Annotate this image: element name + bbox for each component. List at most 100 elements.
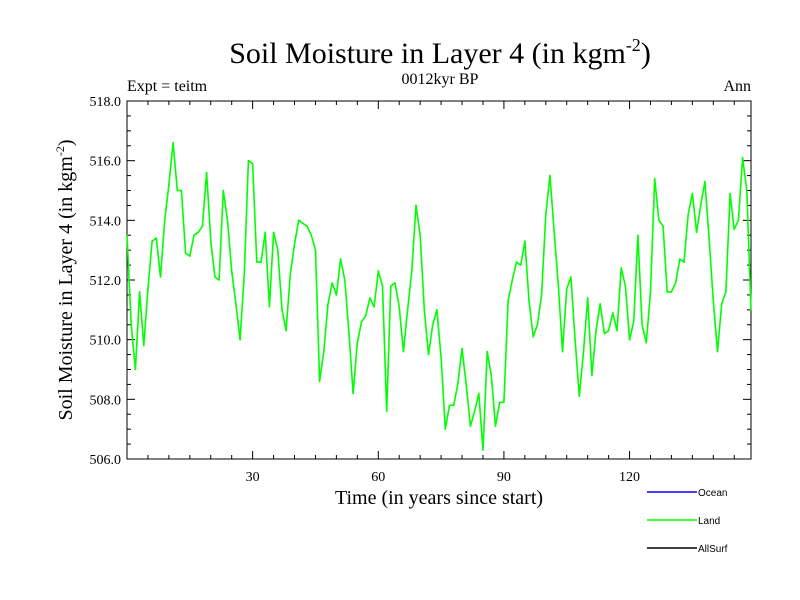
land-data-point <box>327 303 329 305</box>
land-data-point <box>385 410 388 413</box>
land-data-point <box>377 270 380 272</box>
land-data-point <box>591 374 593 377</box>
land-data-point <box>561 350 564 353</box>
land-data-point <box>272 231 275 234</box>
land-data-point <box>557 285 560 287</box>
land-data-point <box>641 324 643 326</box>
land-data-point <box>331 282 334 284</box>
land-data-point <box>578 395 581 398</box>
land-data-point <box>235 303 237 305</box>
land-data-point <box>448 404 451 407</box>
land-data-point <box>725 291 727 293</box>
land-data-point <box>226 219 229 222</box>
subtitle-center: 0012kyr BP <box>402 71 479 88</box>
land-data-point <box>624 285 627 287</box>
legend: Ocean Land AllSurf <box>647 488 728 555</box>
y-tick-label: 510.0 <box>90 334 122 349</box>
land-data-point <box>339 258 342 260</box>
land-data-point <box>381 285 384 287</box>
land-data-point <box>143 344 145 347</box>
land-data-point <box>193 234 195 237</box>
land-series-line <box>126 142 752 451</box>
land-data-point <box>498 401 501 404</box>
land-data-point <box>222 189 225 192</box>
land-data-point <box>159 276 162 278</box>
land-data-point <box>607 329 610 332</box>
land-data-point <box>281 309 283 311</box>
land-data-point <box>549 174 551 177</box>
land-data-point <box>741 156 744 159</box>
land-data-point <box>528 300 530 302</box>
subtitle-left: Expt = teitm <box>127 78 208 95</box>
land-data-point <box>239 338 241 341</box>
land-data-point <box>469 425 472 428</box>
land-data-point <box>620 267 622 269</box>
chart-title: Soil Moisture in Layer 4 (in kgm-2) <box>229 35 651 70</box>
y-tick-label: 516.0 <box>90 155 122 170</box>
land-data-point <box>683 261 685 263</box>
land-data-point <box>406 309 409 311</box>
land-data-point <box>490 374 493 377</box>
land-data-point <box>511 279 514 281</box>
land-data-point <box>632 321 635 323</box>
land-data-point <box>180 189 183 192</box>
land-data-point <box>595 329 597 332</box>
land-data-point <box>565 288 568 290</box>
land-data-point <box>264 231 267 234</box>
land-data-point <box>658 219 660 222</box>
land-data-point <box>570 276 572 278</box>
land-data-point <box>218 279 220 281</box>
land-data-point <box>503 401 505 404</box>
land-data-point <box>184 252 187 254</box>
land-data-point <box>247 159 250 162</box>
land-data-point <box>415 204 417 207</box>
land-data-point <box>666 291 668 293</box>
land-data-point <box>260 261 262 263</box>
land-data-point <box>318 380 321 383</box>
land-data-point <box>427 353 430 356</box>
land-data-point <box>704 180 706 183</box>
land-data-point <box>482 449 484 451</box>
land-data-point <box>214 276 216 278</box>
land-data-point <box>205 171 208 174</box>
land-data-point <box>138 291 141 293</box>
land-data-point <box>708 237 710 239</box>
land-data-point <box>653 177 656 180</box>
land-data-point <box>277 249 279 251</box>
land-data-point <box>285 329 287 332</box>
land-data-point <box>423 309 426 311</box>
land-data-point <box>126 234 128 237</box>
land-data-point <box>369 297 371 299</box>
land-data-point <box>461 347 463 350</box>
land-data-point <box>465 383 468 386</box>
land-data-point <box>251 162 254 165</box>
land-data-point <box>431 324 434 326</box>
land-data-point <box>733 228 735 231</box>
subtitle-right: Ann <box>723 78 751 95</box>
land-data-point <box>486 350 489 353</box>
y-axis-label: Soil Moisture in Layer 4 (in kgm-2) <box>53 139 77 420</box>
x-axis-label: Time (in years since start) <box>335 487 543 509</box>
legend-label-land: Land <box>698 516 720 527</box>
land-data-point <box>612 312 614 314</box>
land-data-point <box>507 300 509 302</box>
land-data-point <box>662 225 664 228</box>
land-data-point <box>314 249 317 251</box>
land-data-point <box>691 192 694 195</box>
land-data-point <box>750 309 752 311</box>
land-data-point <box>201 225 204 228</box>
land-data-point <box>695 231 698 234</box>
land-data-point <box>293 243 296 245</box>
land-data-point <box>603 332 606 335</box>
land-data-point <box>197 231 199 234</box>
land-data-point <box>411 270 413 272</box>
land-data-point <box>310 234 313 237</box>
land-data-point <box>268 306 271 308</box>
land-data-point <box>515 261 518 263</box>
land-data-point <box>494 425 497 428</box>
y-tick-label: 514.0 <box>90 214 122 229</box>
land-data-point <box>712 300 715 302</box>
y-tick-label: 512.0 <box>90 274 122 289</box>
land-data-point <box>645 341 648 344</box>
